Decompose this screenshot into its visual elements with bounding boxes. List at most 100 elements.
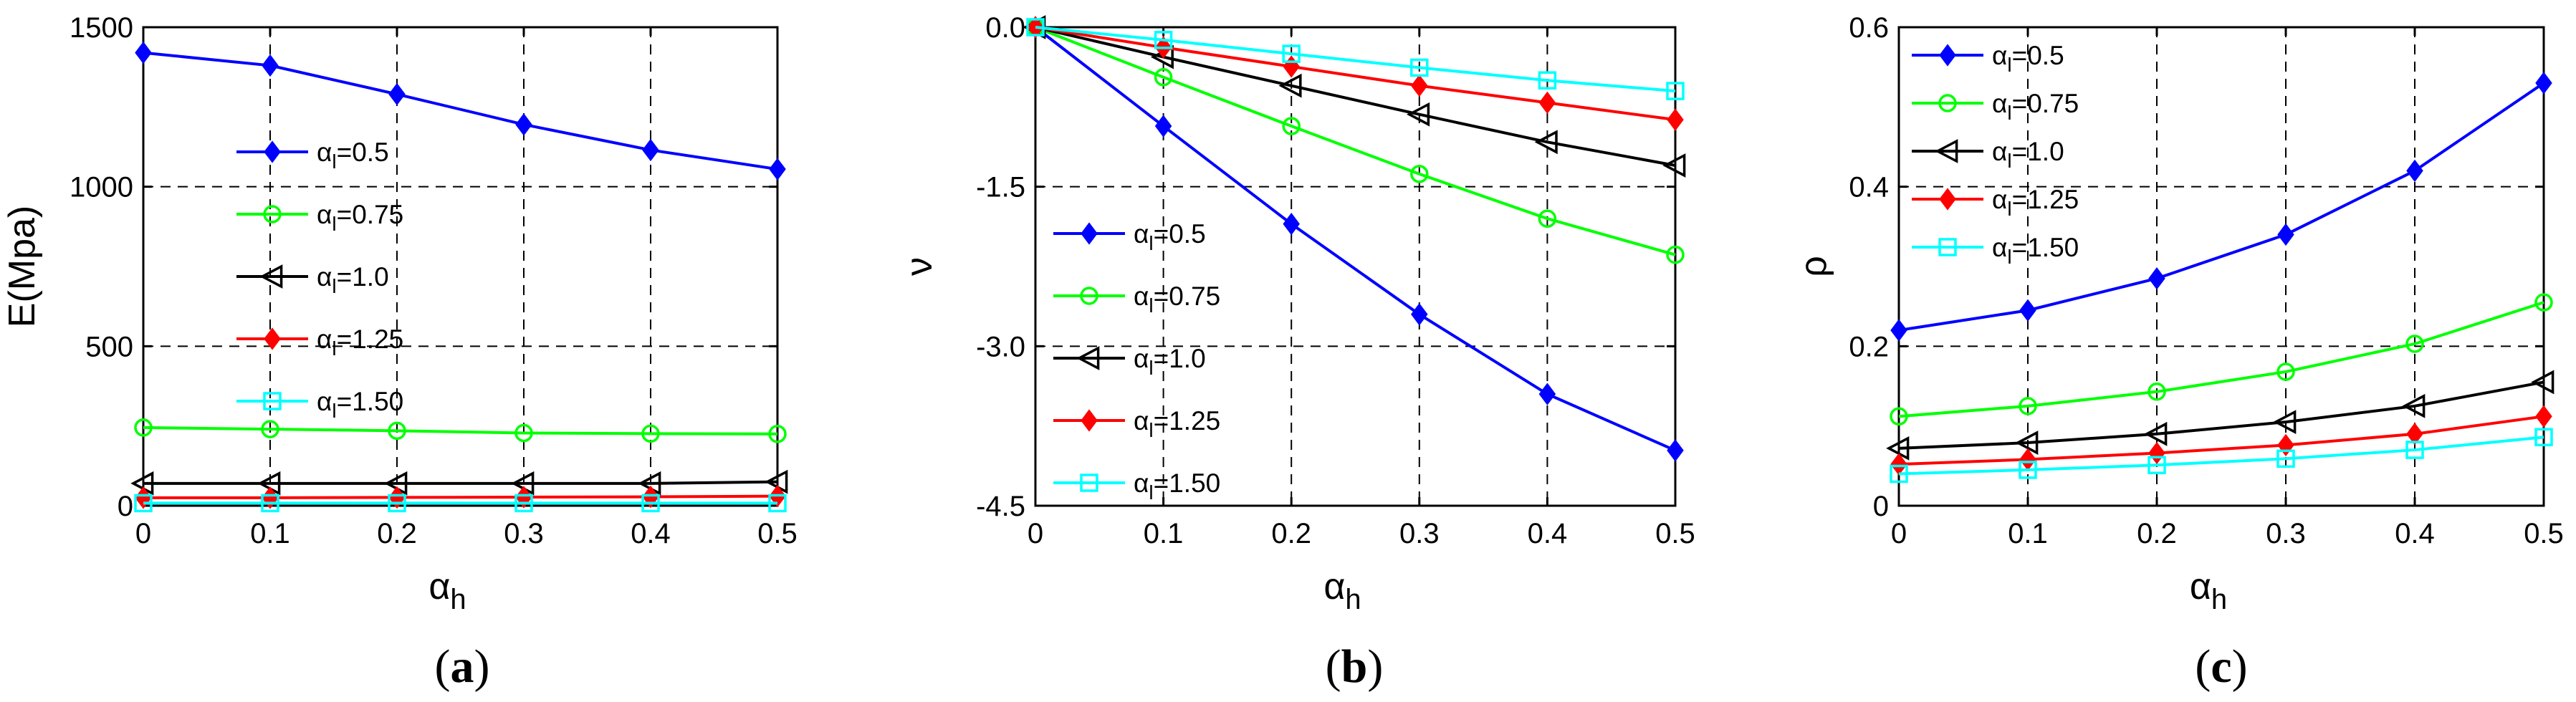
legend-label: αl=1.0: [317, 262, 389, 297]
data-point: [388, 494, 406, 513]
data-point: [2276, 362, 2295, 381]
legend-label: αl=1.0: [1134, 344, 1206, 379]
x-tick-label: 0.5: [1655, 518, 1695, 549]
data-point: [1283, 212, 1300, 236]
x-tick-label: 0: [1028, 518, 1043, 549]
legend-label: αl=0.75: [1992, 89, 2079, 124]
data-point: [2015, 431, 2039, 455]
legend-label: αl=0.5: [1134, 219, 1206, 254]
series-line: [1034, 26, 1676, 452]
data-point: [1666, 245, 1685, 264]
x-tick-label: 0: [135, 518, 151, 549]
legend-label: αl=1.50: [317, 387, 403, 422]
chart-panel-a: 0 0.1 0.2 0.3 0.4 0.5 0 500 1000 1500 αh E(Mpa) αl=0…: [1, 12, 798, 693]
series-line: [1035, 26, 1676, 167]
panel-caption: (a): [435, 640, 490, 693]
data-point: [134, 494, 153, 513]
legend-label: αl=0.5: [317, 138, 389, 173]
legend: αl=0.5 αl=0.75 αl=1.0 αl=1.25 αl=1.50: [1053, 219, 1220, 504]
y-tick-label: 0.2: [1849, 331, 1889, 362]
legend-marker: [1081, 409, 1098, 432]
data-point: [641, 494, 660, 513]
data-point: [1282, 117, 1301, 135]
series-3: [1023, 15, 1686, 178]
data-point: [262, 54, 279, 77]
legend-label: αl=1.25: [1134, 406, 1220, 441]
legend-entry: αl=0.5: [1912, 41, 2064, 76]
y-tick-label: -4.5: [976, 491, 1025, 522]
data-point: [1662, 153, 1686, 178]
series-line: [1898, 380, 2544, 450]
series-line: [143, 494, 778, 499]
data-point: [2405, 335, 2424, 353]
data-point: [1890, 453, 1907, 476]
series-2: [1026, 18, 1685, 264]
data-point: [2277, 433, 2294, 457]
data-point: [1154, 68, 1173, 87]
legend-marker: [1938, 94, 1957, 112]
y-tick-label: 0.6: [1849, 12, 1889, 44]
data-point: [1890, 319, 1907, 342]
data-point: [1890, 464, 1908, 484]
data-point: [261, 494, 279, 513]
x-tick-label: 0.2: [2137, 518, 2177, 549]
data-point: [641, 424, 660, 443]
legend-entry: αl=1.25: [1053, 406, 1220, 441]
data-point: [1667, 439, 1684, 462]
data-point: [515, 113, 532, 136]
y-axis-label: ν: [899, 257, 940, 276]
legend-entry: αl=0.5: [1053, 219, 1206, 254]
panel-caption: (b): [1326, 640, 1384, 693]
data-point: [134, 418, 153, 437]
legend-label: αl=0.75: [317, 200, 403, 235]
chart-panel-c: 0 0.1 0.2 0.3 0.4 0.500.20.40.6αhραl=0.5αl=0.…: [1793, 12, 2564, 693]
series-line: [143, 425, 778, 436]
x-tick-label: 0.3: [1399, 518, 1440, 549]
legend-entry: αl=1.50: [1912, 233, 2079, 268]
x-axis-label: αh: [428, 566, 466, 615]
data-point: [769, 158, 786, 181]
legend-entry: αl=1.0: [1053, 344, 1206, 379]
series-line: [1035, 26, 1676, 122]
series-2: [134, 418, 787, 443]
legend: αl=0.5 αl=0.75 αl=1.0 αl=1.25 αl=1.50: [236, 138, 403, 422]
data-point: [2406, 423, 2423, 446]
data-point: [1411, 74, 1428, 97]
y-tick-label: 0.0: [985, 12, 1025, 44]
data-point: [1154, 31, 1173, 49]
y-tick-label: -1.5: [976, 172, 1025, 203]
y-axis-label: E(Mpa): [1, 206, 43, 327]
x-tick-label: 0.1: [250, 518, 290, 549]
series-3: [130, 469, 788, 496]
x-tick-label: 0.3: [2266, 518, 2306, 549]
data-point: [2406, 159, 2423, 183]
legend-marker: [264, 140, 281, 163]
data-point: [388, 82, 406, 106]
data-point: [1534, 130, 1558, 155]
plot-frame: [1897, 26, 2545, 507]
x-tick-label: 0.5: [757, 518, 798, 549]
data-point: [1278, 73, 1302, 98]
plot-frame: [1034, 26, 1677, 507]
x-axis-label: αh: [1323, 566, 1361, 615]
series-4: [1890, 405, 2552, 476]
legend-label: αl=1.0: [1992, 137, 2064, 172]
data-point: [1538, 209, 1557, 228]
series-line: [143, 480, 778, 485]
y-tick-label: 0.4: [1849, 172, 1889, 203]
data-point: [514, 494, 533, 513]
series-5: [1890, 428, 2553, 484]
x-tick-label: 0.3: [504, 518, 544, 549]
data-point: [1886, 436, 1910, 461]
legend: αl=0.5 αl=0.75 αl=1.0 αl=1.25 αl=1.50: [1912, 41, 2079, 268]
data-point: [2148, 383, 2166, 401]
legend-marker: [264, 327, 281, 350]
y-tick-label: 1000: [70, 172, 133, 203]
y-tick-label: 500: [85, 331, 133, 362]
data-point: [1890, 407, 1908, 426]
legend-label: αl=1.25: [1992, 185, 2079, 220]
series-line: [1898, 436, 2544, 476]
series-5: [134, 494, 787, 513]
data-point: [1538, 91, 1556, 115]
